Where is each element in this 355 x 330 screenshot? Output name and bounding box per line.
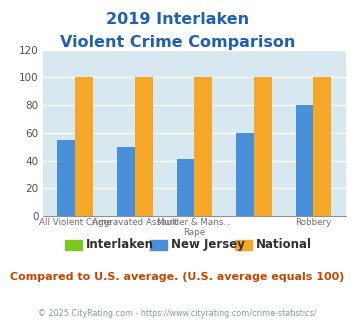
Text: National: National bbox=[256, 238, 312, 251]
Text: Aggravated Assault: Aggravated Assault bbox=[92, 218, 178, 227]
Bar bbox=[117, 147, 135, 216]
Bar bbox=[296, 105, 313, 216]
Text: Rape: Rape bbox=[183, 228, 206, 237]
Text: Compared to U.S. average. (U.S. average equals 100): Compared to U.S. average. (U.S. average … bbox=[10, 272, 345, 282]
Text: Murder & Mans...: Murder & Mans... bbox=[157, 218, 231, 227]
Text: Robbery: Robbery bbox=[295, 218, 332, 227]
Text: New Jersey: New Jersey bbox=[171, 238, 245, 251]
Bar bbox=[135, 77, 153, 216]
Bar bbox=[75, 77, 93, 216]
Bar bbox=[176, 159, 195, 216]
Bar bbox=[254, 77, 272, 216]
Text: 2019 Interlaken: 2019 Interlaken bbox=[106, 12, 249, 26]
Text: All Violent Crime: All Violent Crime bbox=[39, 218, 112, 227]
Bar bbox=[236, 133, 254, 216]
Text: Interlaken: Interlaken bbox=[86, 238, 154, 251]
Text: Violent Crime Comparison: Violent Crime Comparison bbox=[60, 35, 295, 50]
Bar bbox=[195, 77, 212, 216]
Bar bbox=[313, 77, 331, 216]
Bar bbox=[58, 140, 75, 216]
Text: © 2025 CityRating.com - https://www.cityrating.com/crime-statistics/: © 2025 CityRating.com - https://www.city… bbox=[38, 309, 317, 317]
